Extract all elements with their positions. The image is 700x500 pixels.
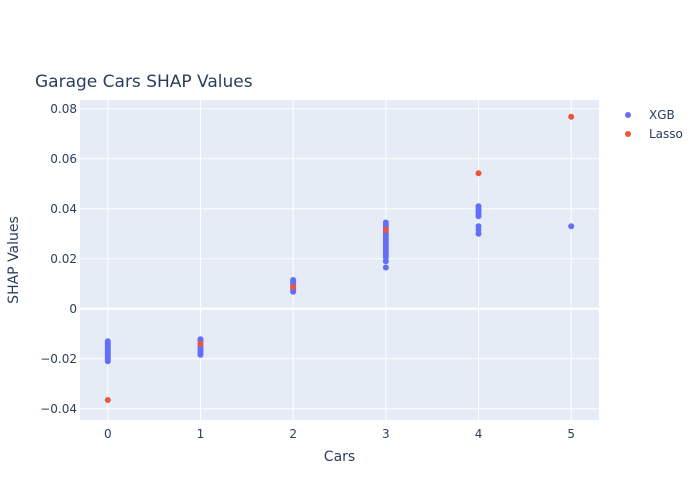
x-tick-label: 5: [567, 427, 575, 441]
y-axis-label: SHAP Values: [6, 216, 22, 304]
x-tick-label: 4: [475, 427, 483, 441]
xgb-legend-label: XGB: [649, 108, 675, 122]
y-tick-label: 0.02: [50, 252, 77, 266]
xgb-point: [382, 264, 389, 271]
plot-background: [80, 100, 599, 420]
y-tick-label: 0: [69, 302, 77, 316]
y-tick-labels: −0.04 −0.02 0 0.02 0.04 0.06 0.08: [40, 102, 77, 416]
data-points: [104, 113, 575, 403]
xgb-point: [475, 203, 482, 210]
x-tick-label: 1: [197, 427, 205, 441]
gridlines: [80, 100, 599, 420]
y-tick-label: 0.08: [50, 102, 77, 116]
y-tick-label: −0.02: [40, 352, 77, 366]
lasso-point: [568, 113, 575, 120]
x-tick-label: 0: [104, 427, 112, 441]
lasso-legend-marker: [625, 131, 631, 137]
xgb-legend-marker: [625, 112, 631, 118]
xgb-point: [197, 351, 204, 358]
y-tick-label: 0.06: [50, 152, 77, 166]
lasso-legend-label: Lasso: [649, 127, 683, 141]
lasso-point: [475, 170, 482, 177]
lasso-point: [197, 340, 204, 347]
xgb-point: [290, 277, 297, 283]
legend: XGB Lasso: [625, 108, 683, 141]
xgb-point: [104, 358, 111, 365]
x-tick-labels: 0 1 2 3 4 5: [104, 427, 575, 441]
x-axis-label: Cars: [324, 449, 355, 465]
lasso-point: [290, 284, 297, 290]
y-tick-label: −0.04: [40, 402, 77, 416]
xgb-point: [568, 223, 575, 230]
xgb-point: [382, 219, 389, 226]
lasso-point: [382, 227, 389, 233]
y-tick-label: 0.04: [50, 202, 77, 216]
chart-title: Garage Cars SHAP Values: [35, 72, 253, 92]
lasso-point: [104, 397, 111, 403]
x-tick-label: 3: [382, 427, 390, 441]
x-tick-label: 2: [289, 427, 297, 441]
xgb-point: [475, 223, 482, 230]
